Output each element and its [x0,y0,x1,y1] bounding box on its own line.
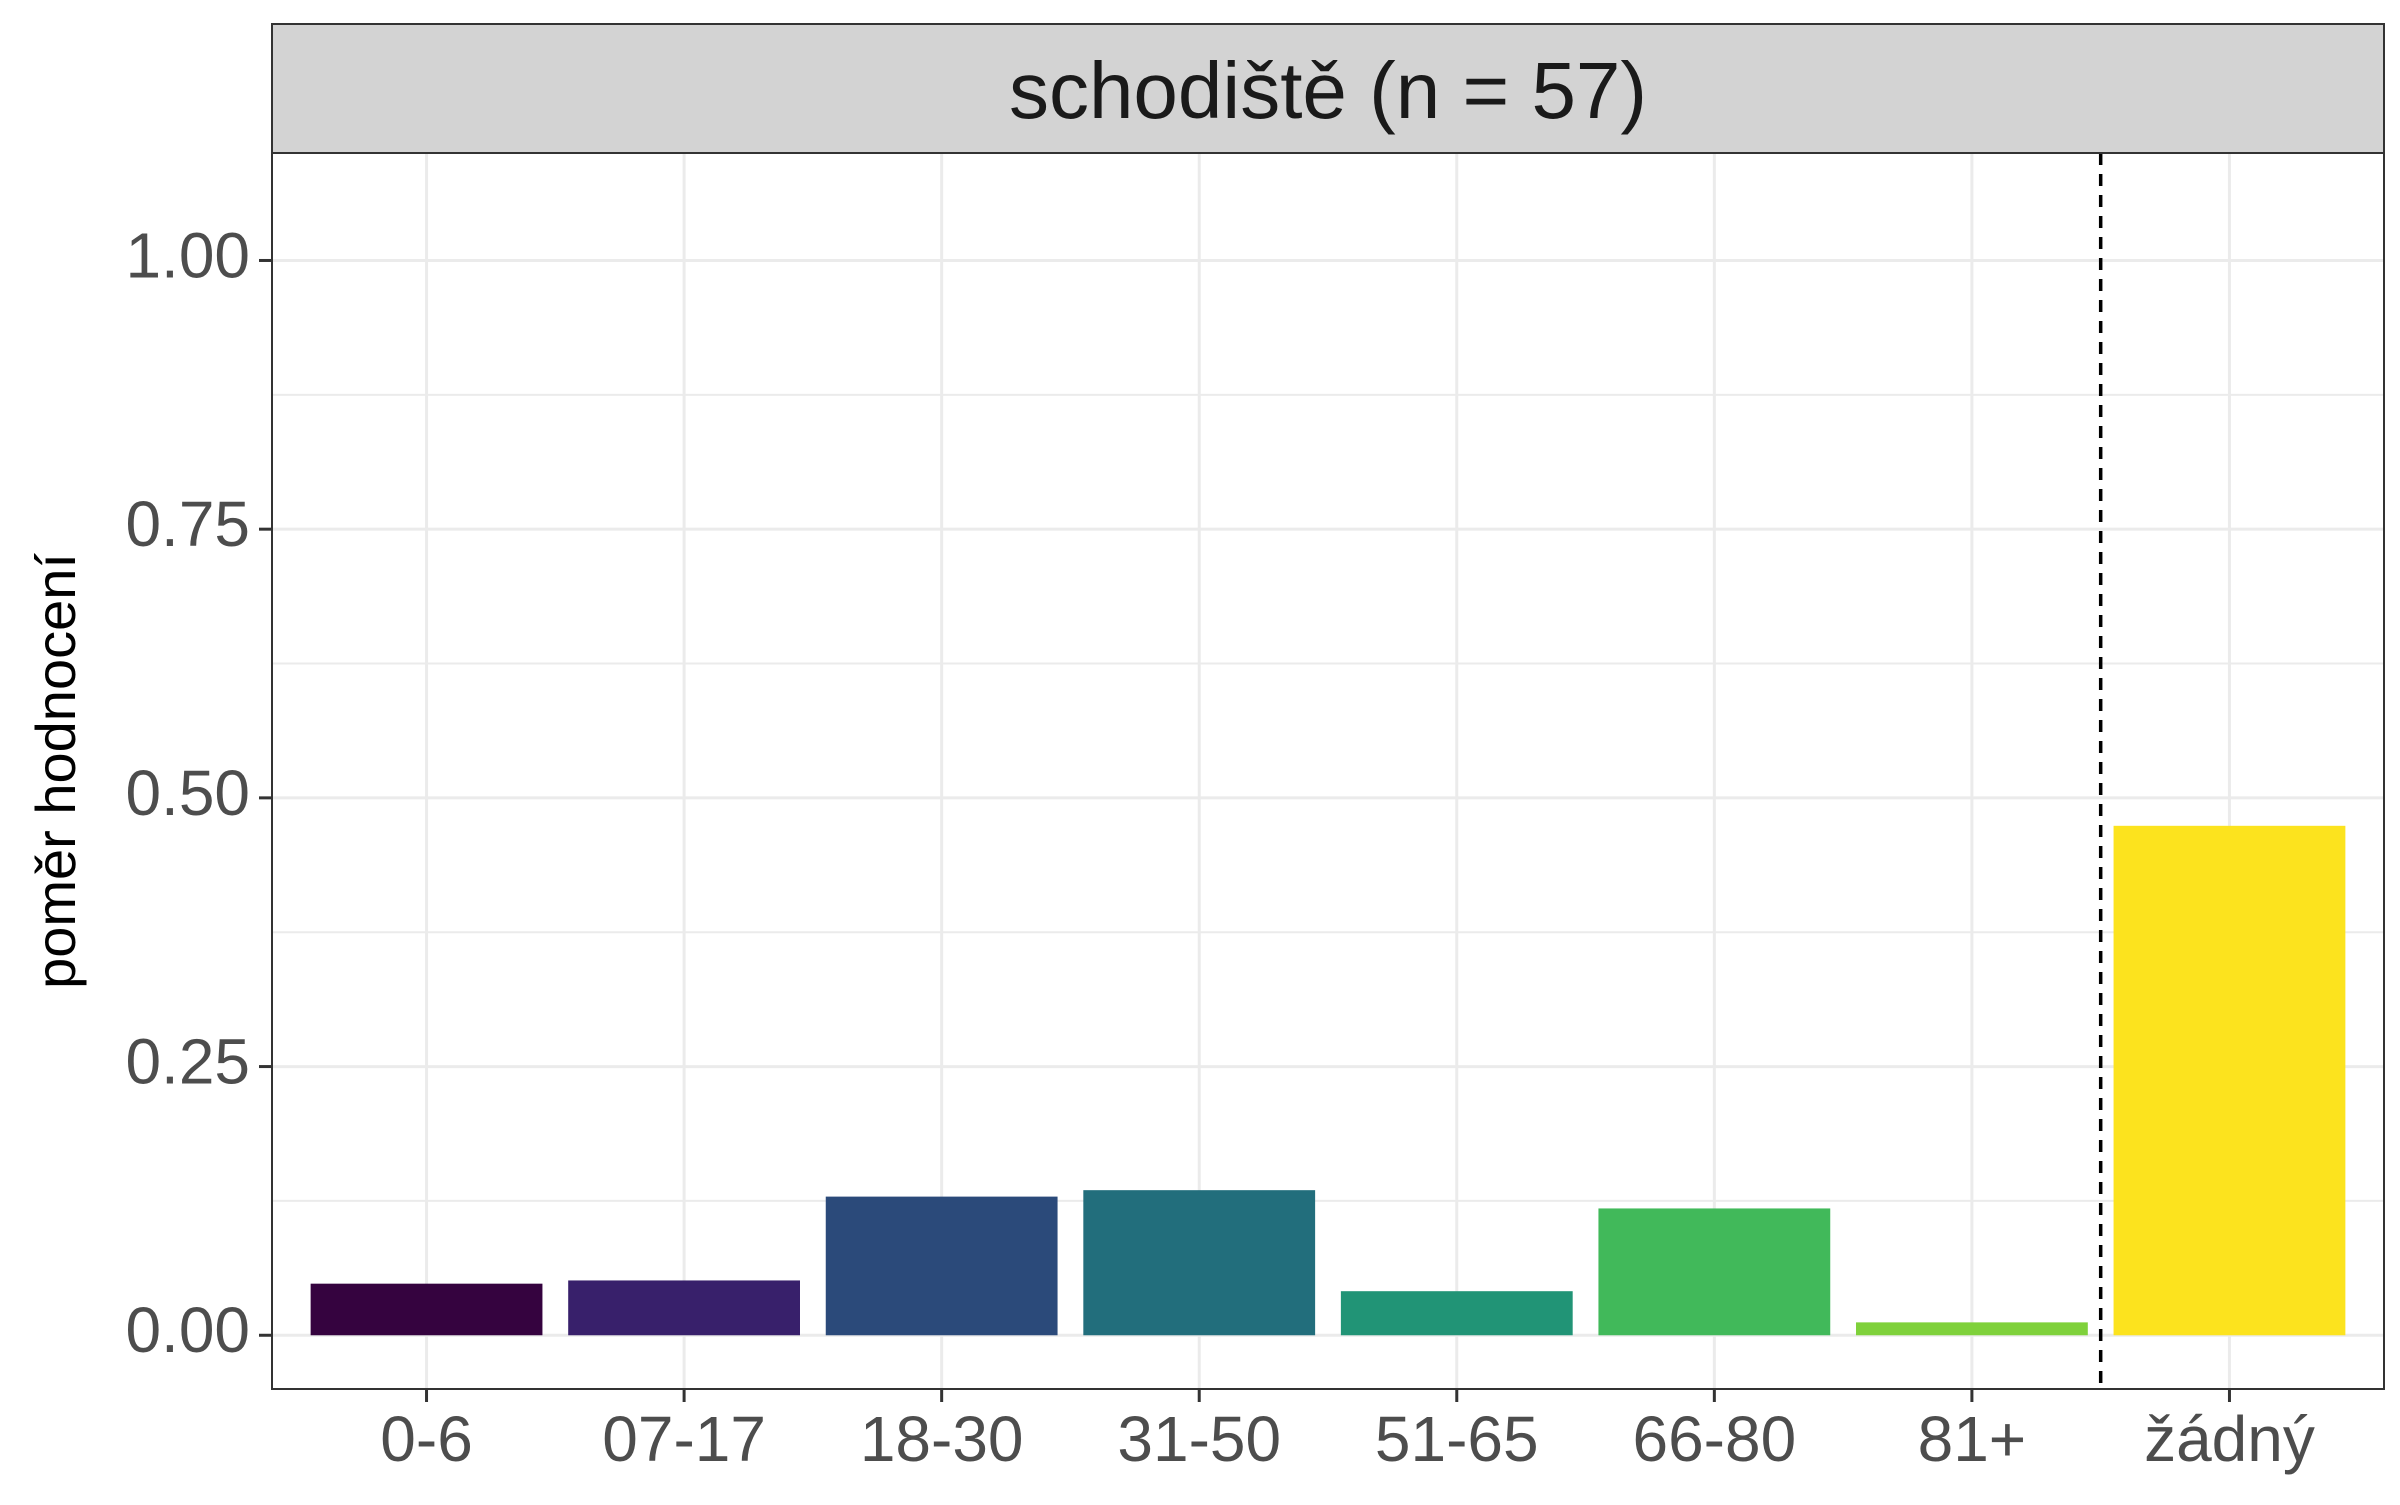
facet-strip [271,23,2385,154]
x-tick-label: 07-17 [602,1403,766,1475]
y-tick-label: 0.50 [125,757,250,829]
bar-0-6 [310,1283,543,1336]
y-tick-label: 0.25 [125,1025,250,1097]
plot-panel [272,153,2384,1389]
x-tick-label: 66-80 [1632,1403,1796,1475]
y-tick-label: 0.00 [125,1294,250,1366]
bar-07-17 [568,1280,800,1336]
bar-51-65 [1340,1291,1573,1336]
bar-31-50 [1083,1190,1316,1336]
x-tick-label: 18-30 [860,1403,1024,1475]
x-tick-label: 31-50 [1117,1403,1281,1475]
y-tick-label: 0.75 [125,488,250,560]
y-axis-title: poměr hodnocení [24,553,87,989]
x-tick-label: 81+ [1918,1403,2027,1475]
bar-18-30 [825,1196,1058,1336]
grid-lines [272,153,2384,1389]
bar-81+ [1856,1322,2088,1336]
x-tick-label: žádný [2144,1403,2315,1475]
bar-žádný [2113,825,2346,1336]
bars [310,825,2346,1336]
y-axis: 0.00 0.25 0.50 0.75 1.00 [125,219,272,1366]
x-axis: 0-6 07-17 18-30 31-50 51-65 66-80 81+ žádný [380,1389,2315,1475]
bar-66-80 [1598,1208,1831,1336]
y-tick-label: 1.00 [125,219,250,291]
facet-title: schodiště (n = 57) [1009,46,1647,135]
panel-border [271,152,2385,1390]
x-tick-label: 0-6 [380,1403,473,1475]
x-tick-label: 51-65 [1375,1403,1539,1475]
